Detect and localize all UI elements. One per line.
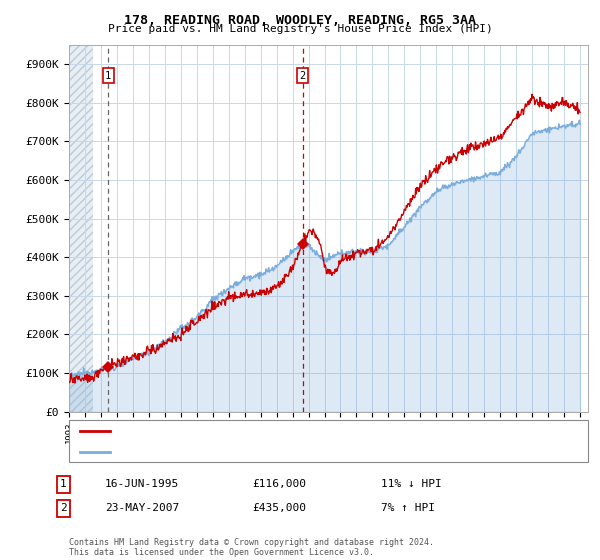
Text: Contains HM Land Registry data © Crown copyright and database right 2024.
This d: Contains HM Land Registry data © Crown c… — [69, 538, 434, 557]
Text: 1: 1 — [105, 71, 112, 81]
Bar — [69, 45, 93, 412]
Text: 16-JUN-1995: 16-JUN-1995 — [105, 479, 179, 489]
Text: 2: 2 — [60, 503, 67, 514]
Text: Price paid vs. HM Land Registry's House Price Index (HPI): Price paid vs. HM Land Registry's House … — [107, 24, 493, 34]
Text: £435,000: £435,000 — [252, 503, 306, 514]
Text: 11% ↓ HPI: 11% ↓ HPI — [381, 479, 442, 489]
Text: 7% ↑ HPI: 7% ↑ HPI — [381, 503, 435, 514]
Text: £116,000: £116,000 — [252, 479, 306, 489]
Text: 1: 1 — [60, 479, 67, 489]
Text: 2: 2 — [299, 71, 306, 81]
Text: 23-MAY-2007: 23-MAY-2007 — [105, 503, 179, 514]
Text: 178, READING ROAD, WOODLEY, READING, RG5 3AA: 178, READING ROAD, WOODLEY, READING, RG5… — [124, 14, 476, 27]
Text: 178, READING ROAD, WOODLEY, READING, RG5 3AA (detached house): 178, READING ROAD, WOODLEY, READING, RG5… — [117, 426, 498, 436]
Text: HPI: Average price, detached house, Wokingham: HPI: Average price, detached house, Woki… — [117, 447, 398, 457]
